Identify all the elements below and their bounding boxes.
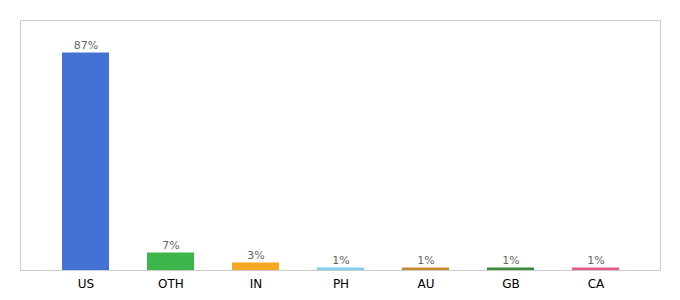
svg-text:AU: AU <box>418 277 435 291</box>
svg-text:3%: 3% <box>247 249 264 262</box>
svg-text:1%: 1% <box>417 254 434 267</box>
svg-text:1%: 1% <box>587 254 604 267</box>
svg-text:7%: 7% <box>162 239 179 252</box>
svg-text:CA: CA <box>588 277 605 291</box>
svg-text:OTH: OTH <box>158 277 184 291</box>
svg-text:1%: 1% <box>332 254 349 267</box>
svg-text:US: US <box>78 277 94 291</box>
svg-text:87%: 87% <box>74 39 98 52</box>
svg-text:GB: GB <box>502 277 520 291</box>
svg-text:PH: PH <box>333 277 349 291</box>
svg-text:IN: IN <box>250 277 263 291</box>
svg-text:1%: 1% <box>502 254 519 267</box>
